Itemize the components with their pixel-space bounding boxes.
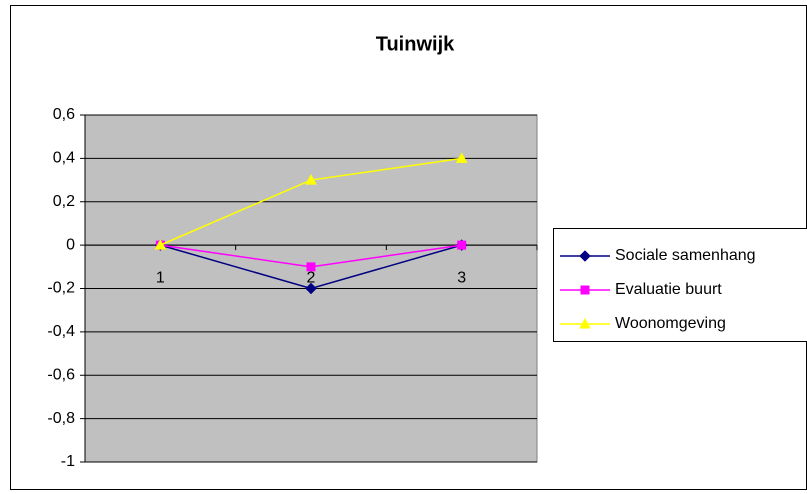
y-tick-label: -1 [61,453,75,470]
legend-label: Evaluatie buurt [615,281,722,298]
data-point [305,282,317,295]
y-tick-label: 0 [66,236,75,253]
x-tick-label: 2 [307,269,316,286]
data-point [154,239,167,250]
chart-title: Tuinwijk [376,33,455,55]
data-point [305,174,317,185]
y-tick-label: 0,2 [53,193,75,210]
y-tick-label: -0,4 [47,323,75,340]
x-tick-label: 1 [156,269,165,286]
legend-marker [579,250,591,262]
x-tick-label: 3 [457,269,466,286]
y-tick-label: 0,4 [53,150,75,167]
y-tick-label: -0,2 [47,280,75,297]
data-point [306,262,316,272]
legend-label: Woonomgeving [615,315,726,332]
legend-label: Sociale samenhang [615,247,756,264]
legend-box [553,228,807,342]
legend-marker [579,317,591,329]
y-tick-label: -0,6 [47,366,75,383]
legend-marker [580,285,590,295]
y-tick-label: 0,6 [53,106,75,123]
data-point [457,240,467,250]
y-tick-label: -0,8 [47,410,75,427]
data-point [455,152,468,163]
